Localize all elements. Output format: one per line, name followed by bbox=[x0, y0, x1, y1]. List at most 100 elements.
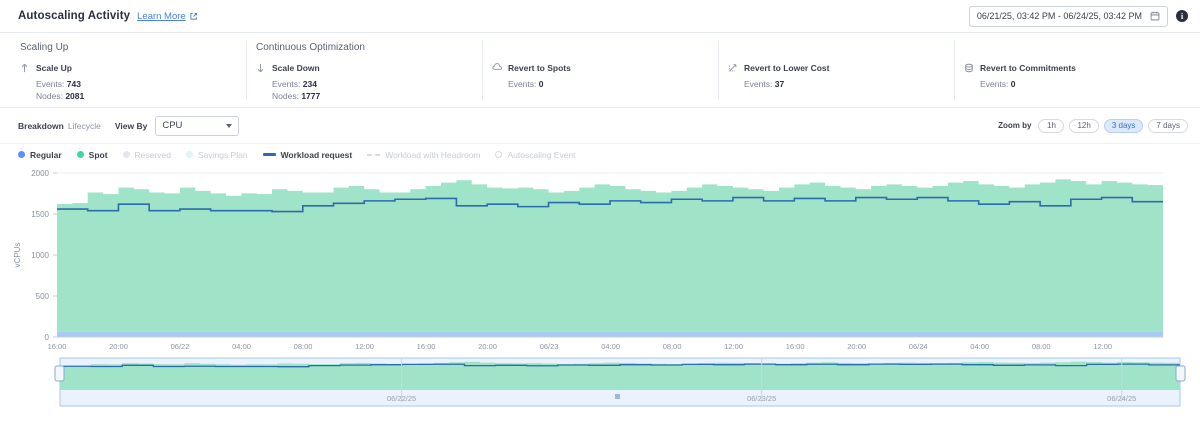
autoscaling-chart[interactable]: 0 500 1000 1500 2000 vCPUs 16:00 20:00 06/22 04:0… bbox=[0, 165, 1200, 355]
header-actions: 06/21/25, 03:42 PM - 06/24/25, 03:42 PM … bbox=[968, 5, 1188, 27]
spot-icon bbox=[492, 63, 503, 73]
events-value: 743 bbox=[66, 79, 81, 89]
view-by-select[interactable]: CPU bbox=[155, 115, 240, 136]
zoom-option-12h[interactable]: 12h bbox=[1069, 118, 1099, 133]
x-axis-tick-label: 20:00 bbox=[109, 342, 128, 351]
zoom-by-group: Zoom by 1h 12h 3 days 7 days bbox=[998, 118, 1188, 133]
metric-events: Events: 0 bbox=[980, 78, 1190, 90]
zoom-option-1h[interactable]: 1h bbox=[1038, 118, 1065, 133]
breakdown-value: Lifecycle bbox=[67, 120, 101, 131]
metric-scale-down: Scale Down bbox=[256, 63, 482, 73]
legend-label: Regular bbox=[30, 149, 62, 160]
events-value: 0 bbox=[1010, 79, 1016, 89]
events-label: Events: bbox=[744, 79, 773, 89]
card-title bbox=[492, 42, 718, 54]
x-axis-tick-label: 06/24 bbox=[909, 342, 928, 351]
card-revert-to-commitments: Revert to Commitments Events: 0 bbox=[954, 33, 1190, 107]
events-label: Events: bbox=[980, 79, 1009, 89]
zoom-option-3-days[interactable]: 3 days bbox=[1103, 118, 1144, 133]
legend-item-autoscaling-event[interactable]: Autoscaling Event bbox=[495, 150, 576, 160]
legend-label: Reserved bbox=[134, 149, 171, 160]
events-value: 234 bbox=[302, 79, 317, 89]
page-header: Autoscaling Activity Learn More 06/21/25… bbox=[0, 0, 1200, 33]
x-axis-tick-label: 16:00 bbox=[786, 342, 805, 351]
stat-cards-row: Scaling Up Scale Up Events: 743 Nodes: 2… bbox=[0, 33, 1200, 108]
card-title bbox=[964, 42, 1190, 54]
y-axis-tick-label: 2000 bbox=[31, 169, 49, 178]
metric-scale-up: Scale Up bbox=[20, 63, 246, 73]
navigator-date-label: 06/24/25 bbox=[1107, 394, 1136, 403]
metric-label: Scale Down bbox=[272, 63, 320, 73]
chart-controls-row: Breakdown Lifecycle View By CPU Zoom by … bbox=[0, 108, 1200, 143]
metric-revert-to-spots: Revert to Spots bbox=[492, 63, 718, 73]
lower-cost-icon bbox=[728, 63, 739, 73]
legend-item-spot[interactable]: Spot bbox=[76, 149, 108, 160]
zoom-by-label: Zoom by bbox=[998, 121, 1032, 130]
metric-events: Events: 743 bbox=[36, 78, 246, 90]
nodes-value: 2081 bbox=[65, 91, 85, 101]
card-continuous-optimization: Continuous Optimization Scale Down Event… bbox=[246, 33, 482, 107]
learn-more-link[interactable]: Learn More bbox=[137, 10, 186, 22]
chevron-down-icon[interactable] bbox=[226, 123, 233, 128]
x-axis-tick-label: 16:00 bbox=[48, 342, 67, 351]
metric-events: Events: 234 bbox=[272, 78, 482, 90]
date-range-picker[interactable]: 06/21/25, 03:42 PM - 06/24/25, 03:42 PM bbox=[968, 5, 1168, 27]
events-label: Events: bbox=[272, 79, 301, 89]
view-by-label: View By bbox=[114, 120, 148, 131]
legend-dashed-line-icon bbox=[367, 153, 381, 156]
navigator-scroll-marker bbox=[615, 394, 620, 399]
arrow-up-icon bbox=[20, 63, 31, 73]
legend-item-workload-with-headroom[interactable]: Workload with Headroom bbox=[367, 150, 480, 160]
zoom-option-7-days[interactable]: 7 days bbox=[1148, 118, 1188, 133]
x-axis-tick-label: 12:00 bbox=[355, 342, 374, 351]
chart-navigator[interactable]: 06/22/25 06/23/25 06/24/25 bbox=[0, 355, 1200, 413]
metric-label: Revert to Spots bbox=[508, 63, 571, 73]
events-label: Events: bbox=[508, 79, 537, 89]
legend-item-reserved[interactable]: Reserved bbox=[122, 149, 171, 160]
metric-revert-to-commitments: Revert to Commitments bbox=[964, 63, 1190, 73]
chart-canvas[interactable]: 0 500 1000 1500 2000 vCPUs 16:00 20:00 06/22 04:0… bbox=[0, 165, 1200, 355]
chart-legend: Regular Spot Reserved Savings Plan Workl… bbox=[0, 143, 1200, 165]
legend-item-regular[interactable]: Regular bbox=[18, 150, 62, 160]
legend-dot-icon bbox=[122, 151, 130, 158]
navigator-date-label: 06/23/25 bbox=[747, 394, 776, 403]
metric-label: Revert to Commitments bbox=[980, 63, 1076, 73]
x-axis-tick-label: 04:00 bbox=[970, 342, 989, 351]
info-icon[interactable]: i bbox=[1176, 10, 1188, 22]
chart-series-area bbox=[57, 179, 1163, 332]
x-axis-tick-label: 12:00 bbox=[724, 342, 743, 351]
legend-dot-icon bbox=[76, 151, 84, 158]
legend-dot-icon bbox=[18, 151, 25, 158]
page-title: Autoscaling Activity bbox=[18, 10, 131, 22]
card-title: Scaling Up bbox=[20, 42, 69, 53]
calendar-icon[interactable] bbox=[1150, 11, 1160, 21]
legend-line-icon bbox=[262, 153, 276, 156]
x-axis-tick-label: 08:00 bbox=[1032, 342, 1051, 351]
card-title: Continuous Optimization bbox=[256, 42, 365, 53]
x-axis-tick-label: 12:00 bbox=[1093, 342, 1112, 351]
arrow-down-icon bbox=[256, 63, 267, 73]
view-by-selected-value: CPU bbox=[162, 120, 183, 131]
legend-label: Spot bbox=[88, 149, 108, 160]
navigator-right-handle bbox=[1175, 365, 1186, 382]
nodes-label: Nodes: bbox=[272, 91, 299, 101]
external-link-icon[interactable] bbox=[189, 12, 198, 21]
metric-label: Scale Up bbox=[36, 63, 72, 73]
legend-label: Workload with Headroom bbox=[385, 149, 481, 160]
card-title bbox=[728, 42, 954, 54]
metric-nodes: Nodes: 1777 bbox=[272, 90, 482, 102]
events-value: 37 bbox=[774, 79, 785, 89]
x-axis-tick-label: 04:00 bbox=[601, 342, 620, 351]
navigator-series-line bbox=[60, 363, 1180, 368]
nodes-value: 1777 bbox=[301, 91, 321, 101]
card-revert-to-spots: Revert to Spots Events: 0 bbox=[482, 33, 718, 107]
nodes-label: Nodes: bbox=[36, 91, 63, 101]
legend-item-savings-plan[interactable]: Savings Plan bbox=[185, 150, 248, 160]
x-axis-tick-label: 06/23 bbox=[540, 342, 559, 351]
x-axis-tick-label: 04:00 bbox=[232, 342, 251, 351]
events-label: Events: bbox=[36, 79, 65, 89]
x-axis-tick-label: 16:00 bbox=[417, 342, 436, 351]
navigator-canvas[interactable]: 06/22/25 06/23/25 06/24/25 bbox=[0, 355, 1200, 413]
y-axis-title: vCPUs bbox=[13, 243, 22, 268]
legend-item-workload-request[interactable]: Workload request bbox=[262, 150, 352, 160]
